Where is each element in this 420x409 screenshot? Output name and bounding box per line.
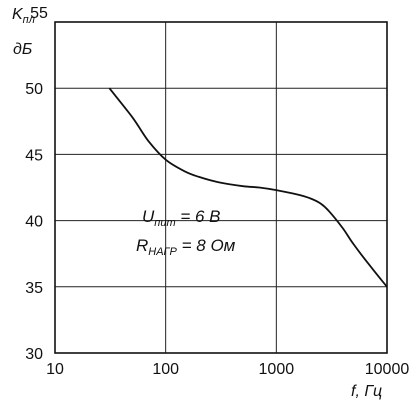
series-line: [108, 87, 388, 288]
supply-voltage-annotation: Uпит = 6 В: [142, 207, 221, 229]
plot-frame: [54, 21, 388, 354]
load-resistance-annotation: RНАГР = 8 Ом: [136, 236, 236, 258]
y-tick-label: 40: [25, 214, 43, 231]
x-axis-label: f, Гц: [351, 383, 382, 400]
y-tick-label: 30: [25, 346, 43, 363]
x-tick-label: 10: [46, 361, 64, 378]
y-axis-label: Kпл: [12, 6, 35, 26]
y-tick-label: 35: [25, 280, 43, 297]
tick-labels: 10 100 1000 10000 30 35 40 45 50 55: [25, 5, 409, 378]
x-tick-label: 1000: [259, 361, 295, 378]
x-tick-label: 10000: [365, 361, 410, 378]
y-tick-label: 50: [25, 81, 43, 98]
grid: [55, 22, 387, 353]
x-tick-label: 100: [152, 361, 179, 378]
y-axis-unit: дБ: [13, 41, 32, 58]
y-tick-label-top: 55: [30, 5, 48, 22]
y-tick-label: 45: [25, 147, 43, 164]
